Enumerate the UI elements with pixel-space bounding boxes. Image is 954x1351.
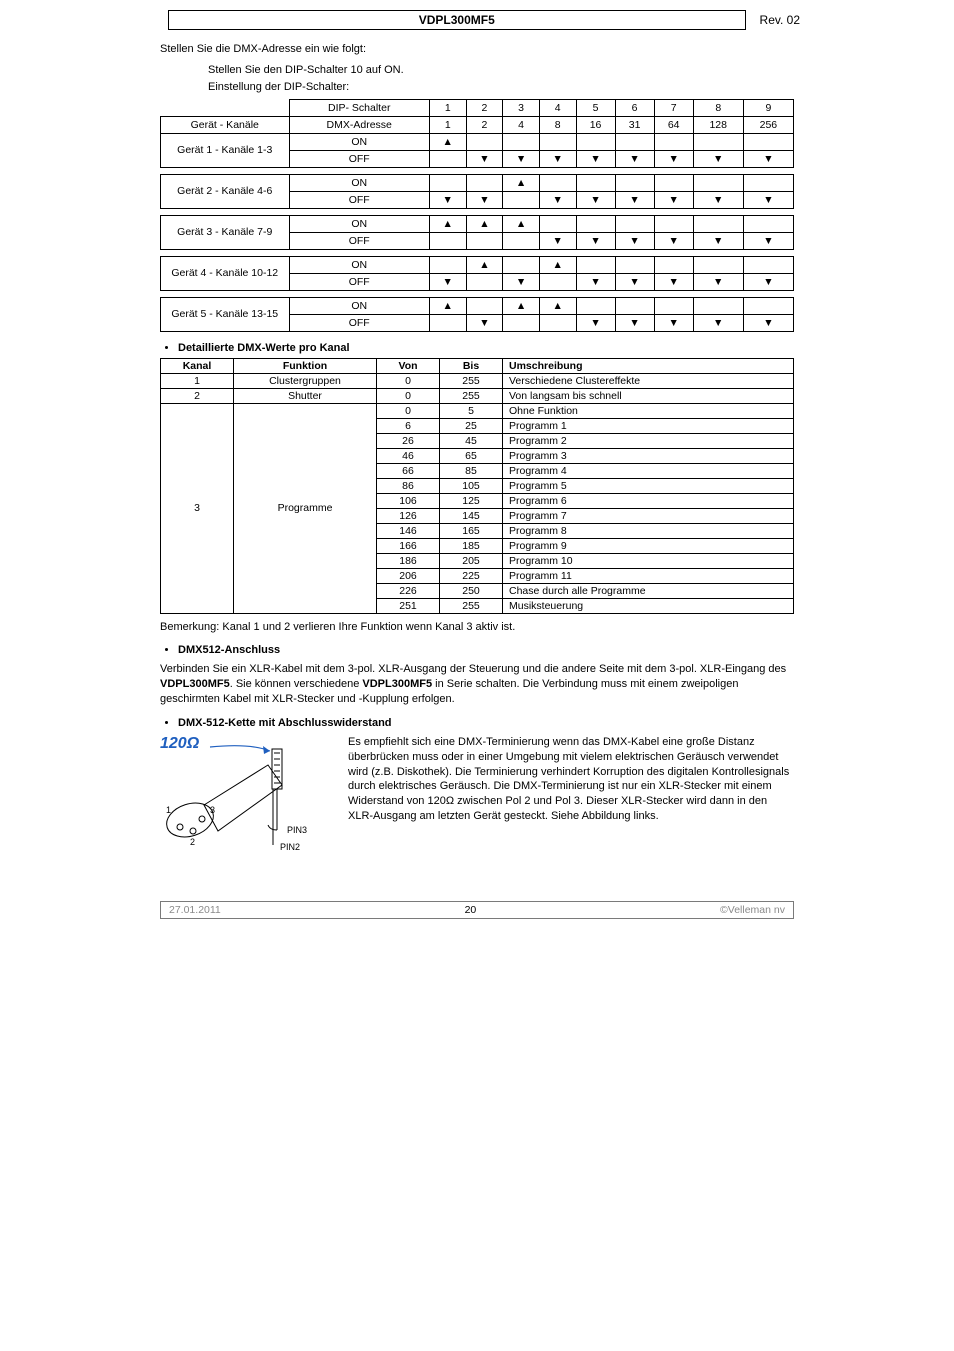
section-heading: Detaillierte DMX-Werte pro Kanal xyxy=(178,342,794,354)
doc-revision: Rev. 02 xyxy=(754,11,806,29)
footer-page: 20 xyxy=(465,904,477,916)
device-label: Gerät 4 - Kanäle 10-12 xyxy=(161,256,290,290)
dip-header: DMX-Adresse xyxy=(289,116,429,133)
footer-date: 27.01.2011 xyxy=(169,904,221,916)
section-heading: DMX-512-Kette mit Abschlusswiderstand xyxy=(178,717,794,729)
svg-text:3: 3 xyxy=(210,805,215,815)
device-label: Gerät 3 - Kanäle 7-9 xyxy=(161,215,290,249)
dip-header: Gerät - Kanäle xyxy=(161,116,290,133)
remark-text: Bemerkung: Kanal 1 und 2 verlieren Ihre … xyxy=(160,620,794,635)
dmx-values-table: Kanal Funktion Von Bis Umschreibung 1Clu… xyxy=(160,358,794,614)
resistor-label: 120Ω xyxy=(160,735,199,753)
intro-text: Stellen Sie die DMX-Adresse ein wie folg… xyxy=(160,42,794,57)
instr-line: Einstellung der DIP-Schalter: xyxy=(208,80,794,95)
terminator-diagram: 120Ω 1 2 3 PIN3 PIN2 xyxy=(160,735,330,865)
device-label: Gerät 2 - Kanäle 4-6 xyxy=(161,174,290,208)
dip-header: DIP- Schalter xyxy=(289,99,429,116)
svg-text:2: 2 xyxy=(190,837,195,847)
instr-line: Stellen Sie den DIP-Schalter 10 auf ON. xyxy=(208,63,794,78)
device-label: Gerät 5 - Kanäle 13-15 xyxy=(161,297,290,331)
section-text: Verbinden Sie ein XLR-Kabel mit dem 3-po… xyxy=(160,662,794,707)
page-footer: 27.01.2011 20 ©Velleman nv xyxy=(160,901,794,919)
footer-copyright: ©Velleman nv xyxy=(720,904,785,916)
device-label: Gerät 1 - Kanäle 1-3 xyxy=(161,133,290,167)
svg-text:PIN2: PIN2 xyxy=(280,842,300,852)
doc-title: VDPL300MF5 xyxy=(168,10,746,30)
dip-switch-table: DIP- Schalter 123456789 Gerät - Kanäle D… xyxy=(160,99,794,332)
section-heading: DMX512-Anschluss xyxy=(178,644,794,656)
svg-text:1: 1 xyxy=(166,805,171,815)
section-text: Es empfiehlt sich eine DMX-Terminierung … xyxy=(348,735,794,824)
svg-text:PIN3: PIN3 xyxy=(287,825,307,835)
